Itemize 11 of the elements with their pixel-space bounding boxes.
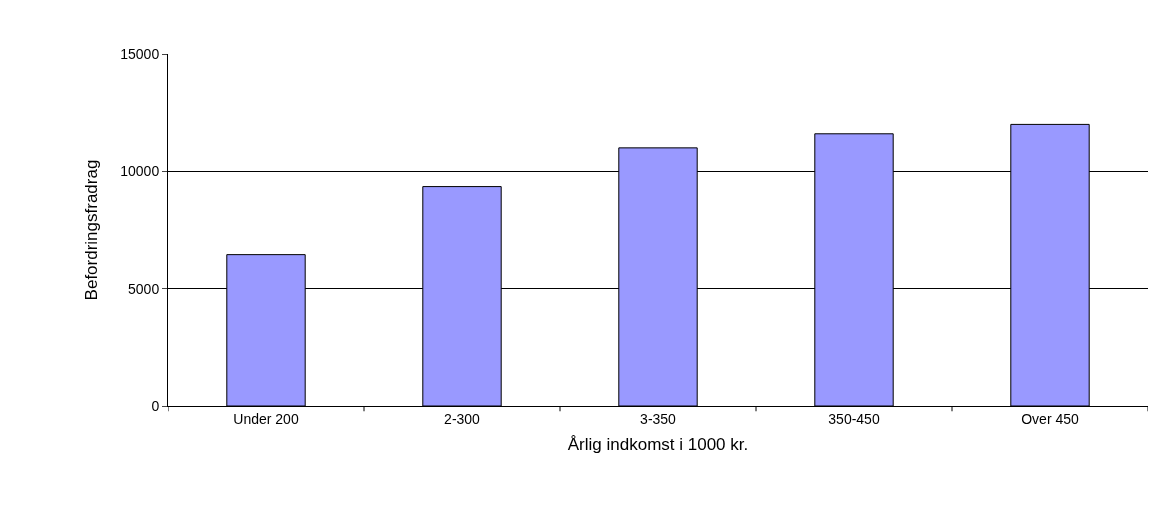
y-tick-label: 10000 — [120, 163, 160, 180]
x-tick-label: 3-350 — [640, 410, 677, 427]
x-tick-label: 350-450 — [828, 410, 880, 427]
x-tick-label: Under 200 — [233, 410, 299, 427]
y-tick-label: 15000 — [120, 45, 160, 62]
y-tick-label: 0 — [151, 397, 160, 414]
x-tick-label: 2-300 — [444, 410, 481, 427]
x-tick-label: Over 450 — [1021, 410, 1079, 427]
x-axis-title: Årlig indkomst i 1000 kr. — [567, 435, 749, 455]
y-tick-label: 5000 — [128, 280, 160, 297]
y-axis-title: Befordringsfradrag — [81, 159, 101, 301]
